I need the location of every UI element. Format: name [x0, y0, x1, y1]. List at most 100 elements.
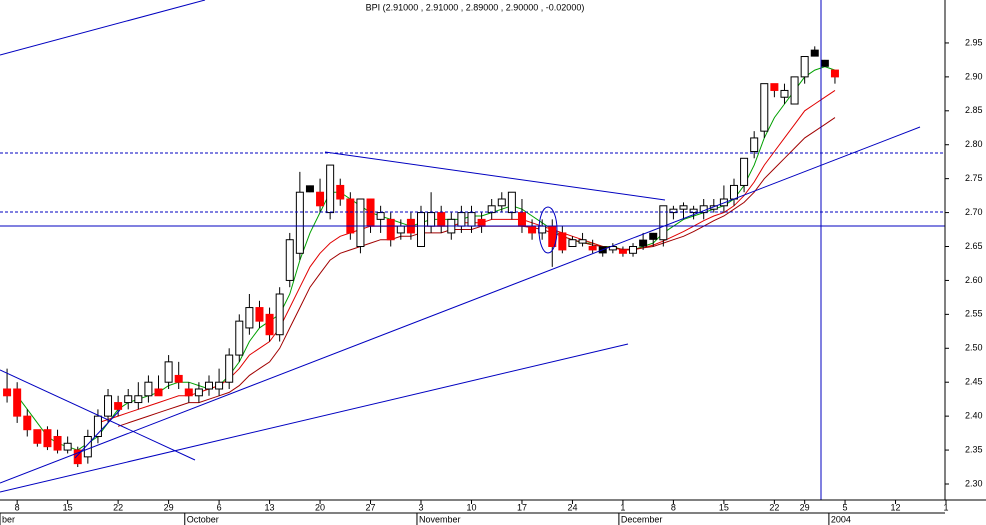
trend-line: [0, 369, 196, 461]
candle-body: [709, 205, 718, 210]
candle-body: [235, 320, 244, 356]
candle-body: [689, 208, 698, 214]
candle-body: [649, 232, 658, 240]
candle-body: [174, 374, 183, 383]
x-tick-label: 8: [15, 502, 20, 512]
candle-body: [346, 198, 355, 234]
candle-body: [487, 205, 496, 214]
candle-body: [13, 388, 22, 417]
x-tick-label: 8: [671, 502, 676, 512]
candle-body: [63, 442, 72, 451]
x-tick-label: 15: [719, 502, 729, 512]
candle-body: [467, 212, 476, 227]
candle-body: [154, 388, 163, 397]
candle-body: [538, 225, 547, 234]
candle-body: [669, 208, 678, 214]
y-tick-label: 2.75: [965, 173, 983, 183]
candle-body: [93, 415, 102, 437]
trend-line: [324, 151, 666, 201]
chart-title: BPI (2.91000 , 2.91000 , 2.89000 , 2.900…: [366, 2, 585, 12]
x-tick-label: 29: [800, 502, 810, 512]
y-tick-label: 2.35: [965, 444, 983, 454]
candle-body: [810, 49, 819, 57]
trend-line: [0, 0, 206, 56]
x-tick-label: 1: [944, 502, 949, 512]
candle-body: [33, 429, 42, 444]
candle-body: [396, 225, 405, 234]
candle-body: [184, 388, 193, 397]
candle-body: [639, 239, 648, 247]
y-tick-label: 2.50: [965, 343, 983, 353]
candle-body: [23, 415, 32, 431]
candle-body: [820, 59, 829, 67]
y-tick-label: 2.45: [965, 377, 983, 387]
candle-body: [326, 164, 335, 214]
x-tick-label: 27: [366, 502, 376, 512]
candle-body: [770, 83, 779, 91]
candle-body: [336, 184, 345, 200]
candle-body: [104, 395, 113, 417]
y-tick-label: 2.85: [965, 105, 983, 115]
x-tick-label: 13: [265, 502, 275, 512]
candle-body: [124, 395, 133, 404]
x-tick-label: 15: [63, 502, 73, 512]
month-label: ber: [2, 514, 15, 524]
candle-body: [83, 435, 92, 458]
candle-body: [366, 198, 375, 227]
candle-body: [497, 198, 506, 207]
y-tick-label: 2.55: [965, 309, 983, 319]
candle-body: [437, 212, 446, 227]
x-tick-label: 24: [567, 502, 577, 512]
candle-body: [790, 76, 799, 105]
x-tick-label: 10: [466, 502, 476, 512]
x-tick-label: 20: [315, 502, 325, 512]
y-tick-label: 2.60: [965, 275, 983, 285]
candle-body: [830, 69, 839, 78]
y-tick-label: 2.30: [965, 478, 983, 488]
x-tick-label: 17: [517, 502, 527, 512]
marker-ellipse: [538, 206, 558, 254]
y-tick-label: 2.90: [965, 71, 983, 81]
candle-body: [265, 313, 274, 336]
candle-body: [114, 402, 123, 410]
y-tick-label: 2.95: [965, 37, 983, 47]
candle-body: [43, 429, 52, 448]
candle-body: [316, 191, 325, 207]
candle-body: [134, 395, 143, 404]
candle-body: [376, 212, 385, 220]
x-tick-label: 22: [113, 502, 123, 512]
candle-body: [740, 157, 749, 186]
trend-line: [74, 409, 121, 459]
candle-body: [457, 212, 466, 227]
x-tick-label: 3: [419, 502, 424, 512]
candle-body: [517, 212, 526, 227]
plot-area: [3, 46, 839, 468]
candle-body: [588, 246, 597, 251]
x-tick-label: 22: [769, 502, 779, 512]
moving-average-line: [117, 117, 836, 427]
candle-body: [255, 307, 264, 322]
candle-body: [629, 246, 638, 254]
candle-body: [275, 293, 284, 336]
candle-body: [285, 239, 294, 281]
month-label: 2004: [831, 514, 851, 524]
trend-line: [0, 126, 921, 484]
candle-body: [679, 205, 688, 210]
candle-body: [417, 212, 426, 248]
y-tick-label: 2.70: [965, 207, 983, 217]
candle-body: [215, 381, 224, 390]
candle-body: [427, 212, 436, 227]
month-label: October: [187, 514, 219, 524]
candle-body: [73, 449, 82, 465]
candle-body: [386, 218, 395, 241]
candle-body: [3, 388, 12, 397]
candle-body: [53, 435, 62, 451]
candle-body: [618, 249, 627, 254]
candle-body: [295, 191, 304, 254]
candle-body: [305, 185, 314, 193]
candle-body: [729, 184, 738, 200]
candle-body: [507, 191, 516, 214]
candle-body: [608, 246, 617, 251]
